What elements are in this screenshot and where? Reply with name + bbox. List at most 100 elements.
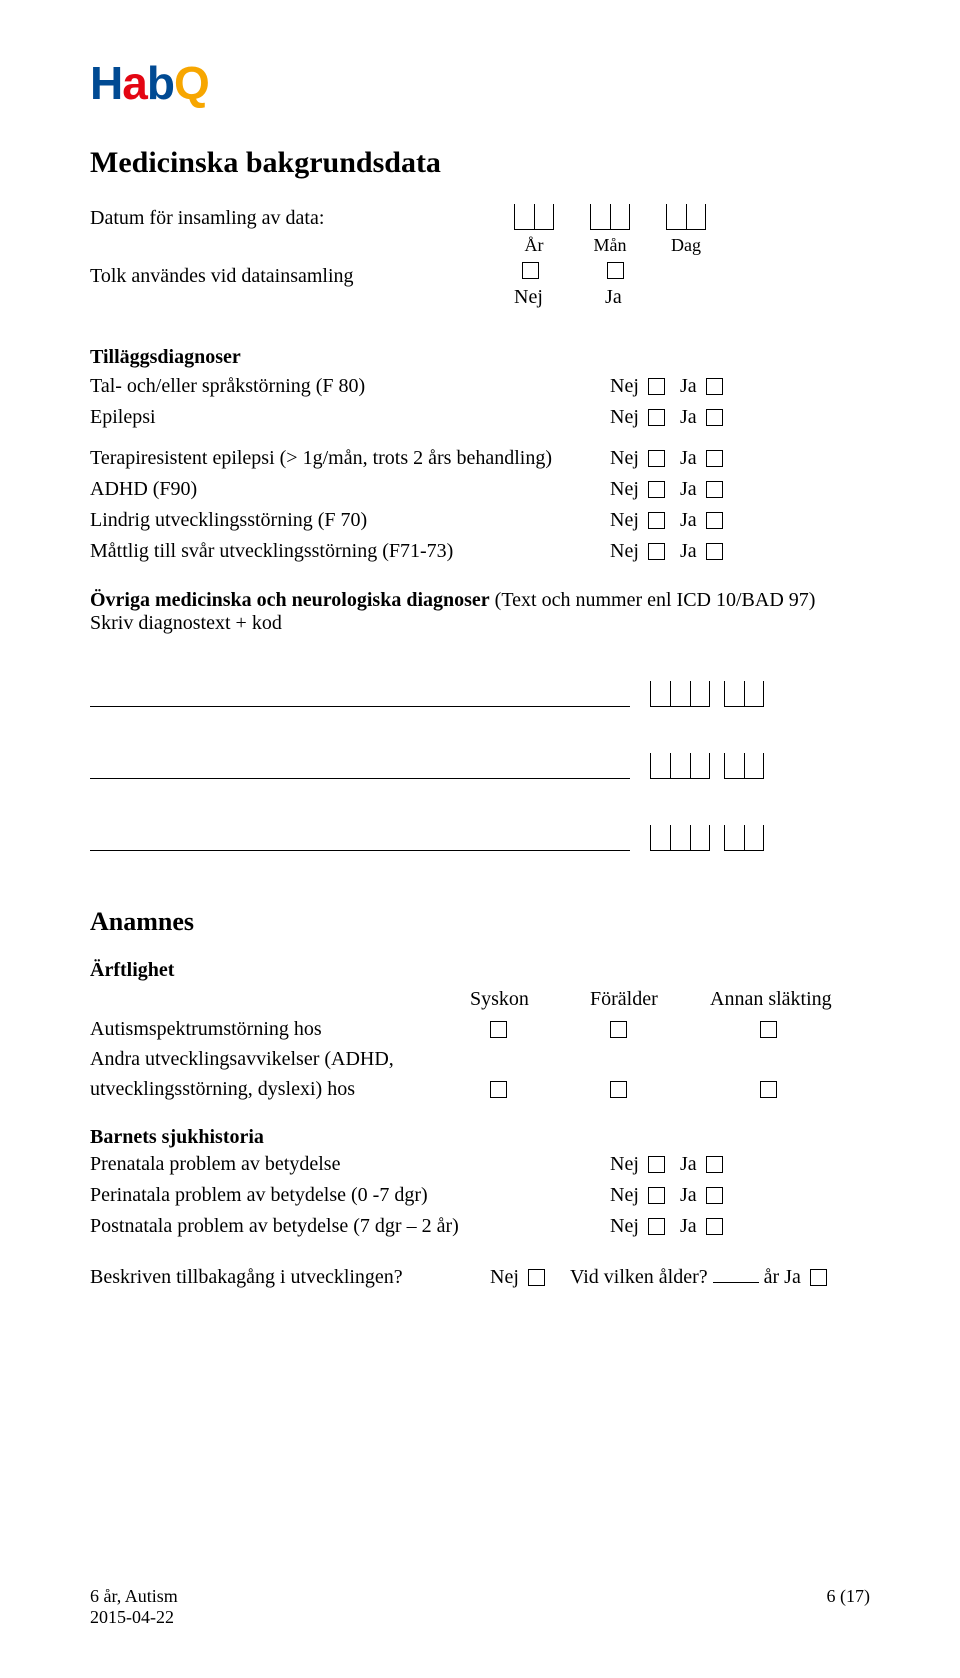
tillagg-heading: Tilläggsdiagnoser: [90, 346, 870, 369]
her-andra-line2: utvecklingsstörning, dyslexi) hos: [90, 1074, 870, 1104]
hist-nej: Nej: [610, 1149, 680, 1180]
diag-ja: Ja: [680, 536, 740, 567]
checkbox-icon[interactable]: [648, 543, 665, 560]
date-day: Dag: [666, 204, 706, 258]
her-label: utvecklingsstörning, dyslexi) hos: [90, 1074, 470, 1104]
checkbox-icon[interactable]: [706, 481, 723, 498]
diag-ja: Ja: [680, 443, 740, 474]
footer-left-2: 2015-04-22: [90, 1607, 178, 1628]
day-boxes[interactable]: [666, 204, 706, 230]
diag-terapi: Terapiresistent epilepsi (> 1g/mån, trot…: [90, 443, 870, 474]
anamnes-heading: Anamnes: [90, 907, 870, 937]
checkbox-icon[interactable]: [528, 1269, 545, 1286]
checkbox-icon[interactable]: [648, 1156, 665, 1173]
text-line[interactable]: [90, 681, 630, 707]
checkbox-icon[interactable]: [610, 1081, 627, 1098]
code-boxes[interactable]: [650, 825, 764, 851]
diag-label: Måttlig till svår utvecklingsstörning (F…: [90, 536, 610, 567]
diag-label: Tal- och/eller språkstörning (F 80): [90, 371, 610, 402]
age-input[interactable]: [713, 1282, 759, 1283]
footer-left: 6 år, Autism 2015-04-22: [90, 1586, 178, 1628]
col-foralder: Förälder: [590, 984, 710, 1014]
checkbox-icon[interactable]: [490, 1021, 507, 1038]
her-label: Andra utvecklingsavvikelser (ADHD,: [90, 1044, 470, 1074]
checkbox-icon[interactable]: [706, 512, 723, 529]
tolk-row: Tolk användes vid datainsamling Nej Ja: [90, 262, 870, 312]
code-boxes[interactable]: [650, 681, 764, 707]
diag-lindrig: Lindrig utvecklingsstörning (F 70) Nej J…: [90, 505, 870, 536]
diag-tal: Tal- och/eller språkstörning (F 80) Nej …: [90, 371, 870, 402]
checkbox-icon[interactable]: [648, 378, 665, 395]
logo-a: a: [122, 57, 147, 109]
date-month: Mån: [590, 204, 630, 258]
diag-label: Lindrig utvecklingsstörning (F 70): [90, 505, 610, 536]
diag-label: ADHD (F90): [90, 474, 610, 505]
checkbox-icon[interactable]: [648, 450, 665, 467]
checkbox-icon[interactable]: [706, 378, 723, 395]
hist-ja: Ja: [680, 1180, 740, 1211]
beskriven-nej: Nej: [490, 1266, 570, 1289]
hist-ja: Ja: [680, 1211, 740, 1242]
hist-label: Perinatala problem av betydelse (0 -7 dg…: [90, 1180, 610, 1211]
checkbox-icon[interactable]: [648, 1187, 665, 1204]
vid-label: Vid vilken ålder?: [570, 1266, 708, 1288]
her-andra-line1: Andra utvecklingsavvikelser (ADHD,: [90, 1044, 870, 1074]
diag-adhd: ADHD (F90) Nej Ja: [90, 474, 870, 505]
month-boxes[interactable]: [590, 204, 630, 230]
checkbox-icon[interactable]: [648, 409, 665, 426]
checkbox-icon[interactable]: [610, 1021, 627, 1038]
text-line[interactable]: [90, 825, 630, 851]
logo-q: Q: [174, 57, 209, 109]
checkbox-icon[interactable]: [490, 1081, 507, 1098]
diag-nej: Nej: [610, 443, 680, 474]
diag-nej: Nej: [610, 505, 680, 536]
checkbox-icon[interactable]: [706, 1218, 723, 1235]
checkbox-icon[interactable]: [706, 1187, 723, 1204]
diag-mattlig: Måttlig till svår utvecklingsstörning (F…: [90, 536, 870, 567]
page: HabQ Medicinska bakgrundsdata Datum för …: [0, 0, 960, 1678]
page-title: Medicinska bakgrundsdata: [90, 146, 870, 180]
logo-b: b: [147, 57, 174, 109]
ja-label: Ja: [605, 283, 622, 312]
hist-peri: Perinatala problem av betydelse (0 -7 dg…: [90, 1180, 870, 1211]
ovriga-rest: (Text och nummer enl ICD 10/BAD 97): [490, 589, 816, 611]
footer-right: 6 (17): [827, 1586, 871, 1628]
checkbox-icon[interactable]: [522, 262, 539, 279]
checkbox-icon[interactable]: [706, 409, 723, 426]
hist-label: Prenatala problem av betydelse: [90, 1149, 610, 1180]
beskriven-vid: Vid vilken ålder? år Ja: [570, 1266, 827, 1289]
nej-label: Nej: [514, 283, 543, 312]
her-label: Autismspektrumstörning hos: [90, 1014, 470, 1044]
year-boxes[interactable]: [514, 204, 554, 230]
tolk-options: Nej Ja: [514, 262, 624, 312]
checkbox-icon[interactable]: [760, 1081, 777, 1098]
hist-pre: Prenatala problem av betydelse Nej Ja: [90, 1149, 870, 1180]
code-boxes[interactable]: [650, 753, 764, 779]
heredity-header: Syskon Förälder Annan släkting: [90, 984, 870, 1014]
diag-nej: Nej: [610, 536, 680, 567]
text-line[interactable]: [90, 753, 630, 779]
ovriga-line: Övriga medicinska och neurologiska diagn…: [90, 589, 870, 612]
date-label: Datum för insamling av data:: [90, 204, 510, 233]
checkbox-icon[interactable]: [760, 1021, 777, 1038]
ar-ja-label: år Ja: [764, 1266, 801, 1288]
diag-label: Epilepsi: [90, 402, 610, 433]
diag-nej: Nej: [610, 402, 680, 433]
checkbox-icon[interactable]: [648, 1218, 665, 1235]
col-syskon: Syskon: [470, 984, 590, 1014]
checkbox-icon[interactable]: [706, 1156, 723, 1173]
checkbox-icon[interactable]: [607, 262, 624, 279]
day-caption: Dag: [671, 232, 701, 258]
free-line-2: [90, 753, 870, 779]
free-line-3: [90, 825, 870, 851]
barnet-heading: Barnets sjukhistoria: [90, 1126, 870, 1149]
checkbox-icon[interactable]: [648, 481, 665, 498]
diag-label: Terapiresistent epilepsi (> 1g/mån, trot…: [90, 443, 610, 474]
checkbox-icon[interactable]: [648, 512, 665, 529]
checkbox-icon[interactable]: [810, 1269, 827, 1286]
checkbox-icon[interactable]: [706, 450, 723, 467]
year-caption: År: [525, 232, 544, 258]
checkbox-icon[interactable]: [706, 543, 723, 560]
month-caption: Mån: [594, 232, 627, 258]
tolk-nej: Nej: [514, 262, 543, 312]
